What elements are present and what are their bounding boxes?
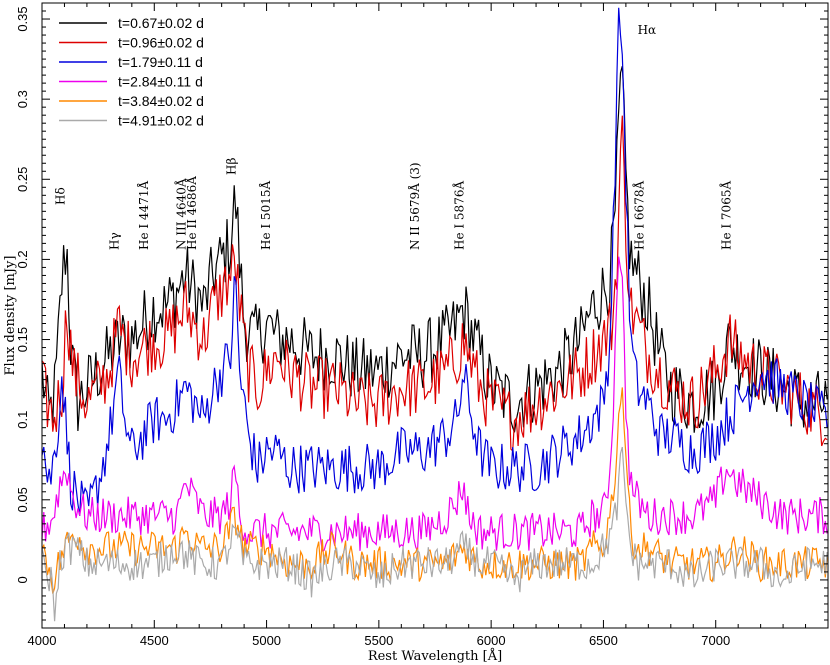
line-annotation: N II 5679Å (3) — [407, 162, 422, 250]
line-annotation: Hδ — [54, 187, 68, 205]
x-tick-label: 5500 — [364, 633, 393, 648]
line-annotation: He II 4686Å — [184, 176, 199, 250]
series-line — [41, 7, 828, 516]
x-tick-label: 6500 — [589, 633, 618, 648]
legend-label: t=0.67±0.02 d — [118, 15, 204, 31]
y-tick-label: 0.1 — [15, 411, 30, 429]
y-tick-label: 0.25 — [15, 167, 30, 192]
series-line — [41, 256, 828, 552]
y-tick-label: 0.05 — [15, 487, 30, 512]
x-tick-label: 4000 — [28, 633, 57, 648]
x-axis-title: Rest Wavelength [Å] — [368, 648, 502, 664]
legend-label: t=0.96±0.02 d — [118, 35, 204, 51]
line-annotation: He I 7065Å — [718, 181, 733, 250]
line-annotation: He I 5876Å — [451, 181, 466, 250]
series-lines — [41, 7, 828, 622]
x-tick-label: 5000 — [252, 633, 281, 648]
legend-label: t=3.84±0.02 d — [118, 93, 204, 109]
series-line — [41, 65, 828, 433]
legend-label: t=4.91±0.02 d — [118, 113, 204, 129]
y-tick-label: 0 — [15, 576, 30, 583]
line-annotation: Hα — [638, 23, 657, 37]
x-tick-label: 7000 — [701, 633, 730, 648]
legend-label: t=1.79±0.11 d — [118, 54, 203, 70]
y-tick-label: 0.2 — [15, 250, 30, 268]
legend: t=0.67±0.02 d t=0.96±0.02 d t=1.79±0.11 d t… — [59, 15, 204, 129]
line-annotation: N III 4640Å — [174, 178, 189, 250]
legend-label: t=2.84±0.11 d — [118, 74, 203, 90]
y-tick-label: 0.15 — [15, 327, 30, 352]
series-line — [41, 387, 828, 594]
y-tick-label: 0.3 — [15, 90, 30, 108]
line-annotation: Hγ — [107, 232, 121, 250]
series-line — [41, 115, 828, 453]
line-annotation: He I 6678Å — [631, 181, 646, 250]
x-tick-label: 4500 — [140, 633, 169, 648]
x-tick-label: 6000 — [477, 633, 506, 648]
y-axis-title: Flux density [mJy] — [3, 256, 18, 376]
series-line — [41, 446, 828, 622]
line-annotation: He I 4471Å — [136, 181, 151, 250]
axes: 4000 4500 5000 5500 6000 6500 7000 0 0.05 0.1 0.15… — [15, 2, 829, 648]
line-annotation: He I 5015Å — [258, 181, 273, 250]
y-tick-label: 0.35 — [15, 6, 30, 31]
line-annotation: Hβ — [224, 158, 238, 175]
